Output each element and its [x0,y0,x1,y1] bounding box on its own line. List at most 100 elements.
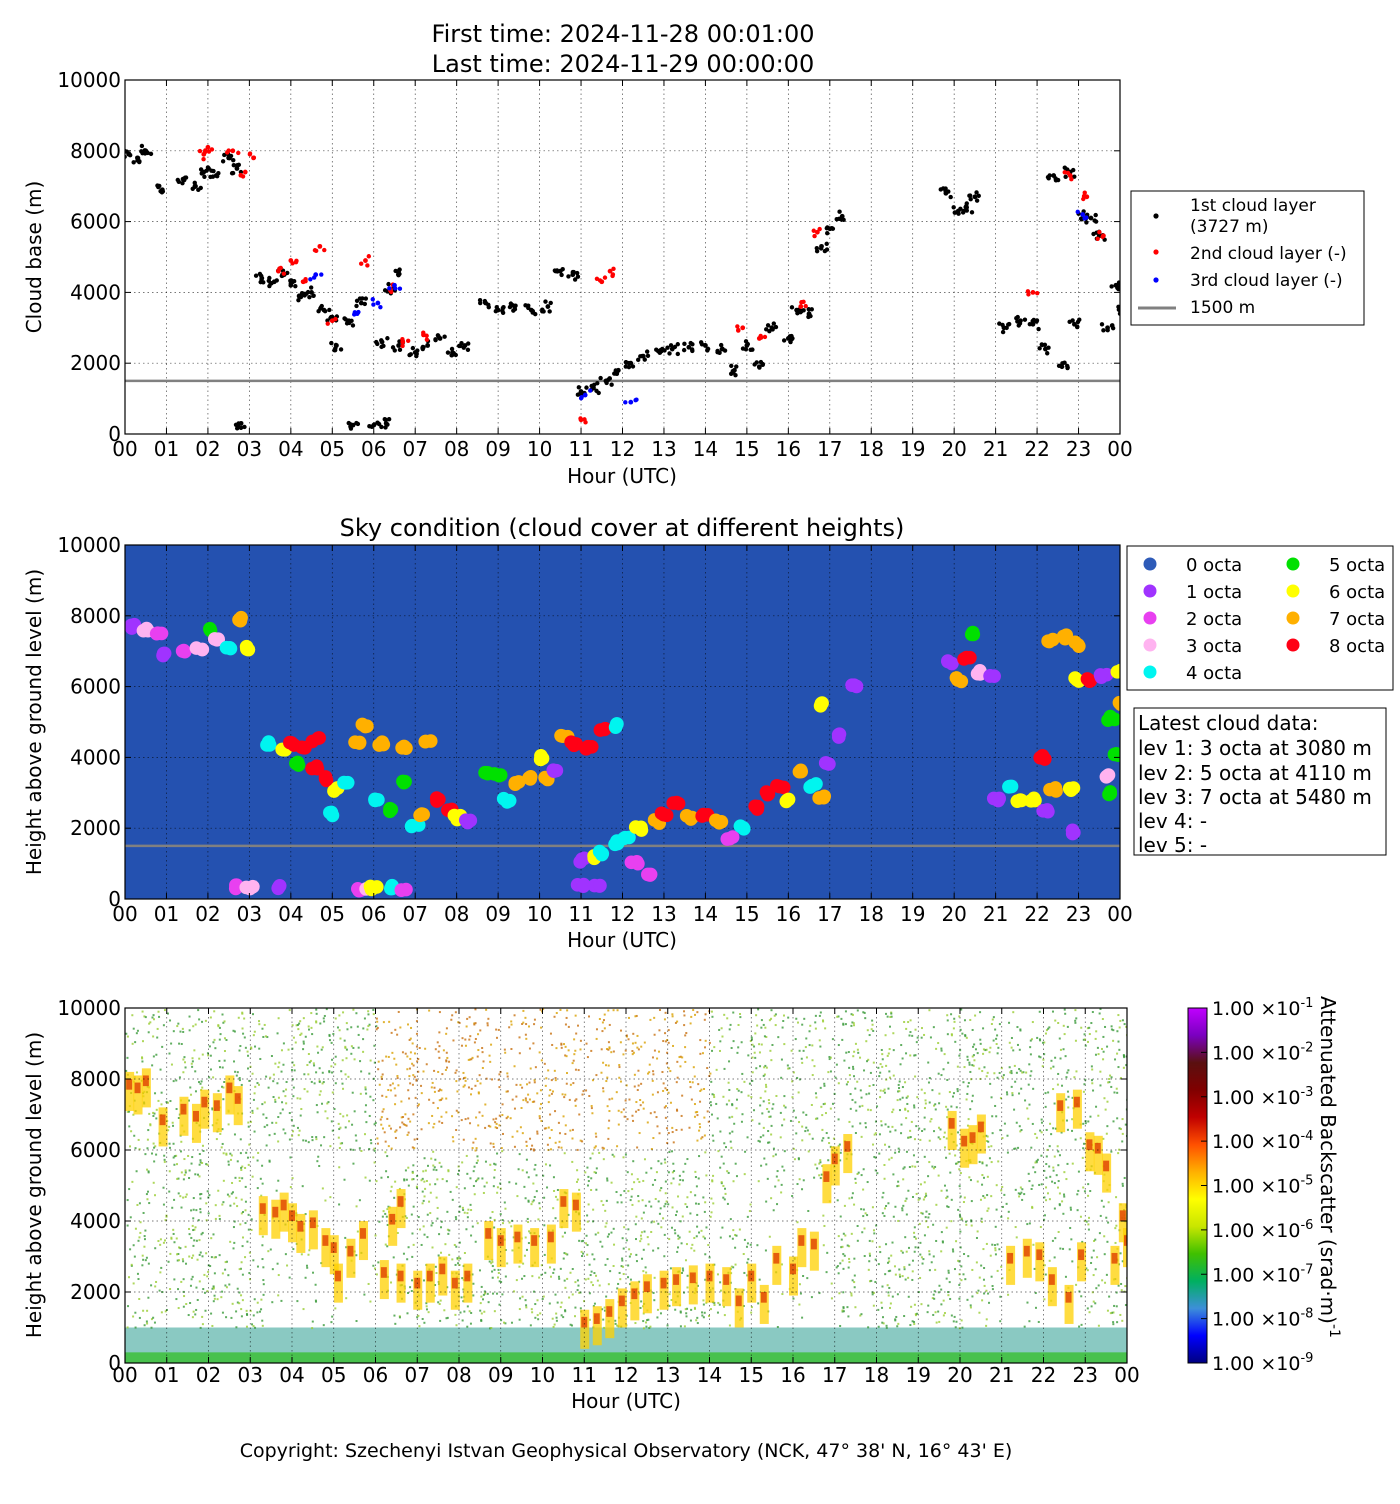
backscatter-speckle [147,1139,149,1141]
backscatter-speckle [882,1090,884,1092]
backscatter-speckle [461,1277,463,1279]
cloud-base-point [317,244,322,249]
backscatter-speckle [1050,1060,1052,1062]
backscatter-speckle [397,1084,399,1086]
backscatter-speckle [912,1260,914,1262]
sky-condition-point [547,764,561,778]
backscatter-speckle [455,1011,457,1013]
backscatter-speckle [1116,1092,1118,1094]
backscatter-speckle [1019,1030,1021,1032]
backscatter-speckle [865,1122,867,1124]
backscatter-speckle [531,1275,533,1277]
backscatter-speckle [1028,1104,1030,1106]
backscatter-speckle [446,1052,448,1054]
cloud-base-point-scatter [203,148,207,152]
backscatter-speckle [571,1324,573,1326]
backscatter-speckle [623,1273,625,1275]
backscatter-speckle [1018,1092,1020,1094]
backscatter-speckle [836,1016,838,1018]
backscatter-speckle [256,1108,258,1110]
sky-condition-point [957,652,971,666]
backscatter-speckle [481,1047,483,1049]
cloud-base-point-scatter [513,307,517,311]
backscatter-speckle [601,1246,603,1248]
backscatter-speckle [652,1070,654,1072]
backscatter-speckle [626,1239,628,1241]
backscatter-speckle [254,1092,256,1094]
backscatter-speckle [483,1192,485,1194]
backscatter-speckle [741,1113,743,1115]
cloud-base-point-scatter [365,263,369,267]
backscatter-speckle [245,1047,247,1049]
backscatter-speckle [654,1034,656,1036]
cloud-base-point-scatter [319,272,323,276]
backscatter-speckle [227,1161,229,1163]
backscatter-speckle [464,1187,466,1189]
backscatter-speckle [1030,1053,1032,1055]
backscatter-speckle [442,1178,444,1180]
backscatter-speckle [531,1145,533,1147]
backscatter-speckle [529,1138,531,1140]
backscatter-speckle [452,1136,454,1138]
backscatter-speckle [1067,1026,1069,1028]
backscatter-speckle [152,1112,154,1114]
backscatter-speckle [1106,1133,1108,1135]
backscatter-speckle [259,1058,261,1060]
backscatter-speckle [476,1147,478,1149]
backscatter-speckle [575,1069,577,1071]
backscatter-speckle [274,1101,276,1103]
backscatter-speckle [938,1321,940,1323]
backscatter-speckle [832,1038,834,1040]
latest-cloud-level-3: lev 3: 7 octa at 5480 m [1138,785,1372,809]
backscatter-speckle [958,1055,960,1057]
backscatter-speckle [1121,1320,1123,1322]
backscatter-speckle [944,1185,946,1187]
backscatter-speckle [1040,1226,1042,1228]
backscatter-speckle [768,1141,770,1143]
backscatter-speckle [644,1042,646,1044]
sky-condition-xtick-label: 07 [402,902,427,926]
backscatter-speckle [783,1015,785,1017]
backscatter-speckle [899,1081,901,1083]
backscatter-speckle [323,1324,325,1326]
backscatter-speckle [1095,1106,1097,1108]
backscatter-speckle [369,1115,371,1117]
backscatter-speckle [550,1148,552,1150]
backscatter-speckle [599,1284,601,1286]
backscatter-speckle [891,1157,893,1159]
backscatter-speckle [1122,1185,1124,1187]
backscatter-speckle [137,1030,139,1032]
backscatter-speckle [242,1211,244,1213]
cloud-base-point-scatter [235,163,239,167]
backscatter-speckle [869,1253,871,1255]
backscatter-speckle [345,1126,347,1128]
backscatter-speckle [137,1278,139,1280]
sky-condition-point [1094,668,1108,682]
backscatter-speckle [911,1121,913,1123]
backscatter-speckle [801,1139,803,1141]
backscatter-speckle [884,1092,886,1094]
backscatter-speckle [744,1239,746,1241]
backscatter-speckle [189,1302,191,1304]
backscatter-speckle [579,1048,581,1050]
backscatter-speckle [705,1226,707,1228]
sky-condition-point [1042,635,1056,649]
backscatter-speckle [721,1036,723,1038]
backscatter-speckle [757,1302,759,1304]
backscatter-speckle [351,1045,353,1047]
backscatter-speckle [831,1283,833,1285]
backscatter-speckle [1118,1049,1120,1051]
backscatter-speckle [463,1139,465,1141]
backscatter-speckle [638,1200,640,1202]
backscatter-speckle [889,1270,891,1272]
backscatter-speckle [365,1093,367,1095]
sky-condition-point [1115,664,1129,678]
backscatter-speckle [830,1108,832,1110]
backscatter-speckle [994,1247,996,1249]
backscatter-speckle [881,1124,883,1126]
backscatter-speckle [345,1073,347,1075]
cloud-base-point [230,148,235,153]
backscatter-speckle [681,1129,683,1131]
backscatter-speckle [258,1023,260,1025]
